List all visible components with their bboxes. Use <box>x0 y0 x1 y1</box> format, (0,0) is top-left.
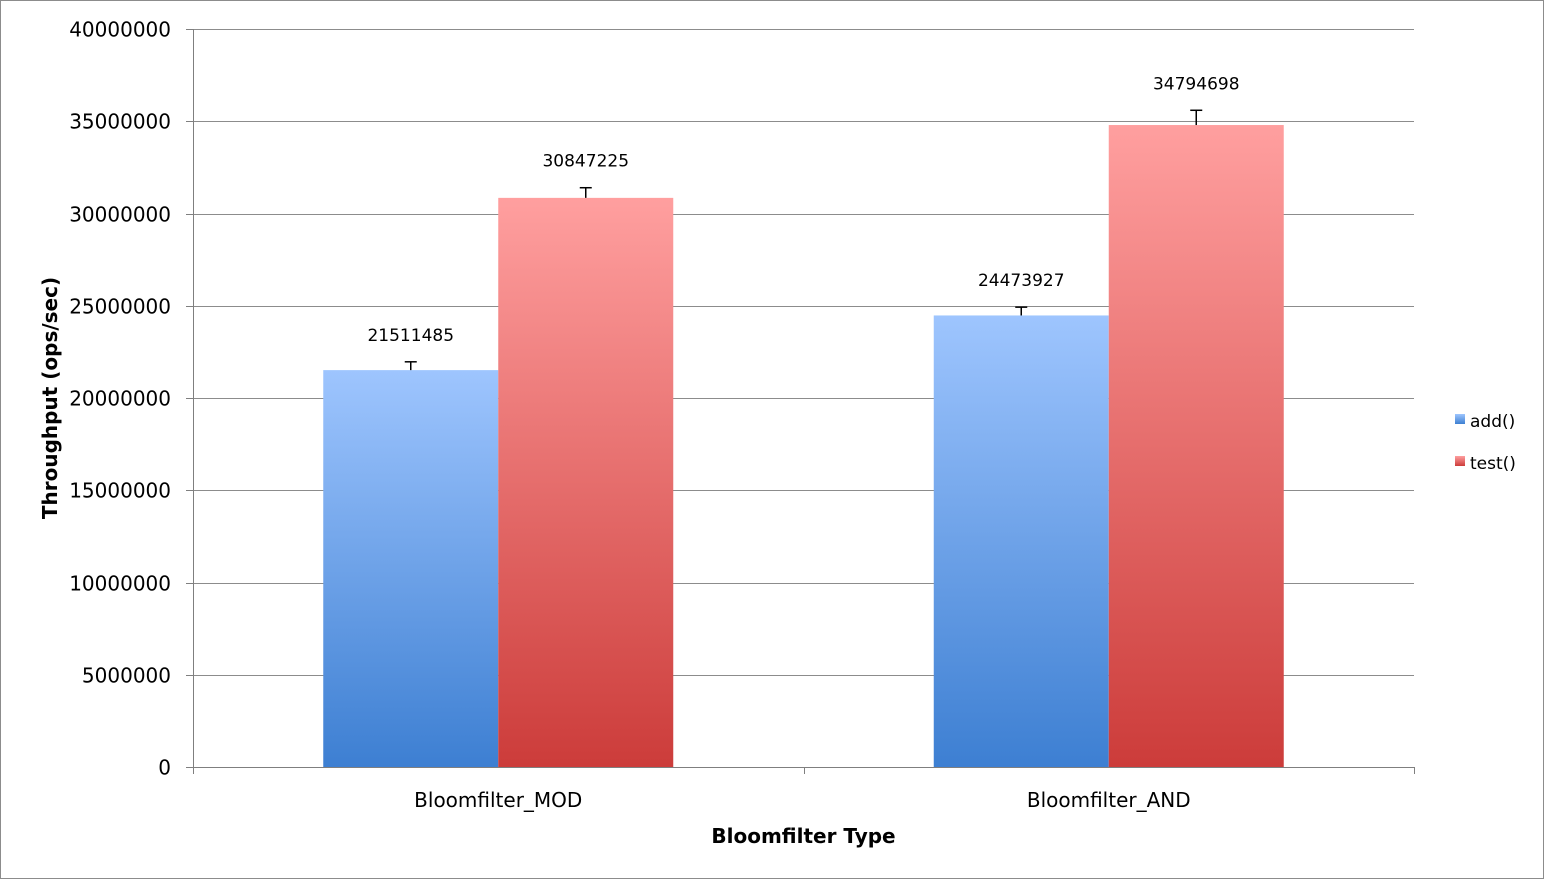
y-tick-label: 35000000 <box>69 110 171 134</box>
x-tick-label: Bloomfilter_AND <box>1027 788 1191 812</box>
bar-add-1 <box>933 315 1109 767</box>
y-tick-label: 0 <box>158 756 171 780</box>
legend-label: test() <box>1470 454 1516 474</box>
legend-label: add() <box>1470 412 1515 432</box>
legend: add() test() <box>1455 412 1516 474</box>
x-tick-label: Bloomfilter_MOD <box>414 788 582 812</box>
y-tick-label: 15000000 <box>69 479 171 503</box>
labels: 0 5000000 10000000 15000000 20000000 25000000… <box>69 18 1239 813</box>
legend-swatch <box>1455 414 1465 424</box>
bars <box>323 109 1284 767</box>
bar-test-1 <box>1108 125 1284 767</box>
legend-swatch <box>1455 456 1465 466</box>
data-label: 21511485 <box>367 326 454 346</box>
bar-test-0 <box>498 197 674 767</box>
data-label: 34794698 <box>1153 74 1240 94</box>
y-tick-label: 5000000 <box>82 664 171 688</box>
data-label: 30847225 <box>542 152 629 172</box>
y-tick-label: 40000000 <box>69 18 171 42</box>
bar-add-0 <box>323 370 499 767</box>
axes <box>186 29 1415 774</box>
y-axis-title: Throughput (ops/sec) <box>38 277 62 519</box>
y-tick-label: 20000000 <box>69 387 171 411</box>
x-axis-title: Bloomfilter Type <box>711 824 895 848</box>
y-tick-label: 10000000 <box>69 572 171 596</box>
y-tick-label: 25000000 <box>69 295 171 319</box>
y-tick-label: 30000000 <box>69 203 171 227</box>
data-label: 24473927 <box>978 271 1065 291</box>
